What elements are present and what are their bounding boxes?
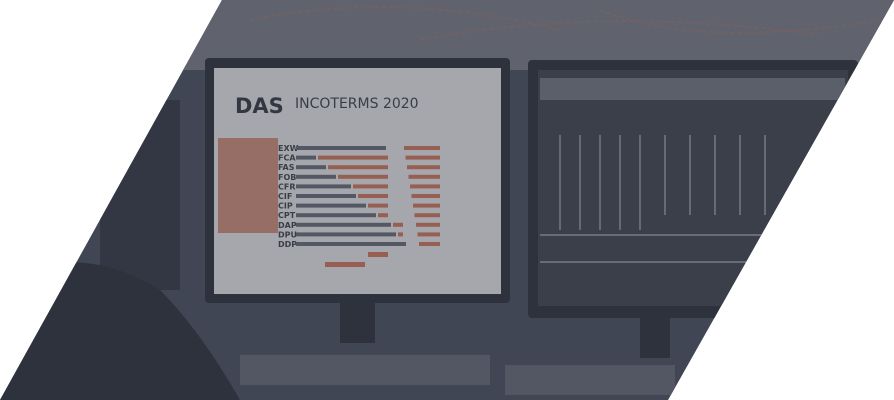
term-code: DAP: [278, 221, 297, 230]
term-bar-side: [407, 165, 440, 170]
term-bar-side: [405, 155, 440, 160]
term-bar-side: [411, 194, 440, 198]
term-bar-side: [413, 203, 440, 208]
monitor-stand: [640, 318, 670, 358]
term-bar-orange: [338, 174, 388, 179]
term-bar-gray: [296, 146, 386, 150]
term-code: CIF: [278, 192, 292, 201]
term-code: FCA: [278, 154, 296, 163]
term-bar-side: [419, 242, 440, 246]
person-silhouette: [0, 262, 240, 400]
legend-swatch: [325, 262, 365, 267]
keyboard: [240, 355, 490, 385]
side-panel: [218, 138, 278, 233]
term-bar-gray: [296, 155, 316, 160]
term-bar-side: [416, 222, 440, 227]
term-bar-gray: [296, 165, 326, 170]
term-bar-gray: [296, 203, 366, 208]
legend-swatch: [368, 252, 388, 257]
screen-title: INCOTERMS 2020: [295, 96, 419, 112]
term-bar-gray: [296, 222, 391, 227]
term-code: DDP: [278, 240, 297, 249]
term-bar-orange: [378, 213, 388, 218]
term-bar-orange: [318, 155, 388, 160]
monitor-stand: [340, 303, 375, 343]
term-bar-orange: [398, 232, 403, 237]
term-bar-orange: [328, 165, 388, 170]
term-bar-orange: [368, 203, 388, 208]
term-bar-side: [404, 146, 440, 150]
screen-header: [540, 78, 845, 100]
term-bar-gray: [296, 184, 351, 189]
term-bar-gray: [296, 242, 406, 246]
term-bar-side: [410, 184, 440, 189]
term-code: FAS: [278, 163, 295, 172]
term-code: CPT: [278, 211, 296, 220]
term-bar-side: [414, 213, 440, 218]
logo: DAS: [235, 94, 284, 118]
term-code: FOB: [278, 173, 296, 182]
term-code: EXW: [278, 144, 299, 153]
term-bar-orange: [353, 184, 388, 189]
term-bar-gray: [296, 232, 396, 237]
term-bar-gray: [296, 213, 376, 218]
term-code: CFR: [278, 182, 296, 191]
term-bar-side: [408, 174, 440, 179]
term-bar-side: [417, 232, 440, 237]
keyboard: [505, 365, 675, 395]
term-code: DPU: [278, 230, 297, 239]
term-bar-gray: [296, 194, 356, 198]
term-bar-gray: [296, 174, 336, 179]
term-bar-orange: [393, 222, 403, 227]
term-bar-orange: [358, 194, 388, 198]
term-code: CIP: [278, 202, 293, 211]
map-routes: [249, 6, 881, 41]
